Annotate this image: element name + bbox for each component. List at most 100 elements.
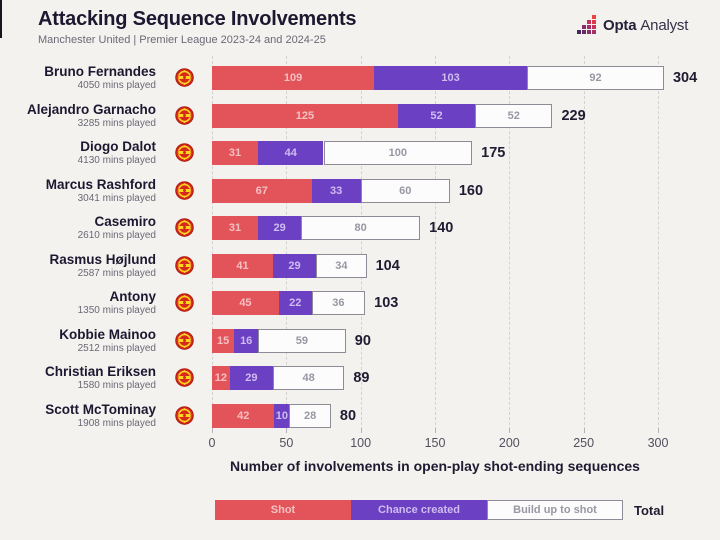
player-label: Casemiro 2610 mins played [0,215,156,242]
bar-segment-value: 31 [228,146,242,159]
bar-total-value: 80 [339,408,357,424]
manchester-united-crest-icon [175,368,194,387]
x-axis-tick [583,428,585,433]
bar-segment-build-up-to-shot: 80 [301,216,421,240]
bar-segment-value: 22 [289,296,302,309]
bar-segment-chance-created: 22 [278,291,312,315]
gridline [212,56,213,430]
x-axis-tick-label: 0 [208,436,216,450]
player-mins: 1580 mins played [77,380,156,391]
player-name: Christian Eriksen [44,364,156,379]
player-name: Marcus Rashford [45,177,156,192]
player-name: Alejandro Garnacho [26,102,156,117]
bar-segment-value: 16 [240,334,253,347]
x-axis-tick-label: 200 [498,436,520,450]
player-mins: 3041 mins played [77,193,156,204]
player-mins: 2512 mins played [77,343,156,354]
x-axis-tick-label: 50 [279,436,294,450]
club-crest [174,330,195,351]
x-axis-tick [212,428,213,433]
bar-segment-value: 44 [284,146,297,159]
club-crest [174,292,195,313]
player-name: Antony [109,289,157,304]
player-row: Rasmus Højlund 2587 mins played 41 29 34 104 [0,253,720,280]
player-mins: 2610 mins played [77,230,156,241]
bar-segment-value: 12 [214,371,228,384]
bar-segment-value: 33 [329,184,343,197]
manchester-united-crest-icon [175,218,194,237]
legend-item-label: Build up to shot [513,503,597,516]
bar-segment-build-up-to-shot: 52 [475,104,553,128]
gridline [286,56,288,430]
legend-item-label: Chance created [378,503,460,516]
x-axis-tick [360,428,362,433]
bar-segment-value: 109 [283,71,303,84]
player-mins: 3285 mins played [77,118,156,129]
x-axis-tick-label: 100 [350,436,372,450]
player-mins: 4130 mins played [77,155,156,166]
gridline [658,56,659,430]
player-name: Scott McTominay [45,402,156,417]
x-axis-tick [286,428,288,433]
bar-segment-value: 60 [399,184,412,197]
bar-total-value: 229 [561,108,586,124]
gridline [509,56,511,430]
player-mins: 4050 mins played [77,80,156,91]
bar-segment-value: 103 [441,71,460,84]
player-mins: 2587 mins played [77,268,156,279]
bar-segment-shot: 31 [212,141,259,165]
club-crest [174,105,195,126]
player-row: Diogo Dalot 4130 mins played 31 44 100 175 [0,140,720,167]
manchester-united-crest-icon [175,406,194,425]
bar-segment-value: 31 [228,221,242,234]
bar-total-value: 103 [374,295,399,311]
x-axis-tick [435,428,436,433]
bar-segment-build-up-to-shot: 34 [316,254,367,278]
player-row: Kobbie Mainoo 2512 mins played 15 16 59 90 [0,328,720,355]
manchester-united-crest-icon [175,143,194,162]
opta-squares-icon [577,15,596,34]
bar-total-value: 175 [481,145,506,161]
player-row: Alejandro Garnacho 3285 mins played 125 52 5… [0,102,720,130]
player-label: Diogo Dalot 4130 mins played [0,140,156,167]
bar-segment-value: 59 [295,334,309,347]
bar-segment-value: 42 [237,409,250,422]
manchester-united-crest-icon [175,293,194,312]
player-label: Christian Eriksen 1580 mins played [0,365,156,392]
bar-segment-value: 92 [589,71,602,84]
bar-segment-value: 67 [255,184,268,197]
player-label: Bruno Fernandes 4050 mins played [0,65,156,92]
bar-segment-value: 15 [217,334,230,347]
player-name: Diogo Dalot [80,139,156,154]
bar-segment-chance-created: 16 [234,329,259,353]
bar-segment-build-up-to-shot: 36 [311,291,366,315]
bar-segment-value: 52 [507,109,520,122]
opta-analyst-logo: Opta Analyst [577,15,688,35]
bar-segment-build-up-to-shot: 60 [360,179,450,203]
bar-segment-value: 34 [335,259,348,272]
player-label: Antony 1350 mins played [0,290,156,317]
bar-segment-value: 100 [388,146,407,159]
page-title: Attacking Sequence Involvements [38,8,357,30]
bar-segment-value: 41 [236,259,249,272]
legend: Shot Chance created Build up to shot Total [215,500,664,520]
player-label: Scott McTominay 1908 mins played [0,403,156,430]
bar-segment-chance-created: 29 [229,366,273,390]
bar-total-value: 140 [429,220,454,236]
bar-segment-chance-created: 10 [274,404,290,428]
player-label: Kobbie Mainoo 2512 mins played [0,328,156,355]
player-row: Marcus Rashford 3041 mins played 67 33 60 160 [0,177,720,205]
bar-segment-value: 29 [245,371,258,384]
bar-total-value: 89 [353,370,370,386]
bar-segment-value: 80 [354,221,367,234]
gridline [435,56,436,430]
manchester-united-crest-icon [175,106,194,125]
manchester-united-crest-icon [175,181,194,200]
bar-segment-shot: 67 [212,179,312,203]
club-crest [174,255,195,276]
bar-segment-shot: 12 [212,366,230,390]
bar-segment-build-up-to-shot: 48 [272,366,345,390]
bar-total-value: 104 [375,258,400,274]
page-subtitle: Manchester United | Premier League 2023-… [38,34,326,46]
x-axis-tick [658,428,659,433]
